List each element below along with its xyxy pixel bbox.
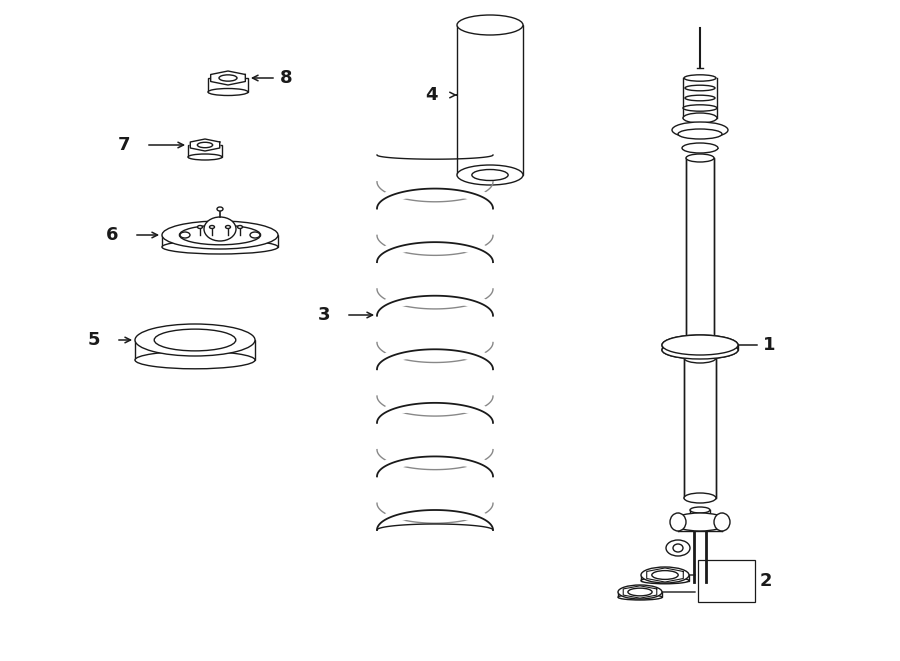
Polygon shape — [188, 145, 222, 157]
Ellipse shape — [238, 225, 242, 229]
Polygon shape — [162, 235, 278, 247]
Ellipse shape — [662, 341, 738, 359]
Ellipse shape — [672, 122, 728, 138]
Polygon shape — [686, 158, 714, 340]
Text: 5: 5 — [87, 331, 100, 349]
Ellipse shape — [217, 207, 223, 211]
Ellipse shape — [628, 588, 652, 596]
Ellipse shape — [162, 240, 278, 254]
Ellipse shape — [208, 89, 248, 95]
Ellipse shape — [226, 225, 230, 229]
Ellipse shape — [188, 154, 222, 160]
Polygon shape — [190, 139, 220, 151]
Text: 7: 7 — [118, 136, 130, 154]
Text: 8: 8 — [280, 69, 292, 87]
Ellipse shape — [682, 143, 718, 153]
Ellipse shape — [135, 351, 255, 369]
Ellipse shape — [662, 335, 738, 355]
Text: 1: 1 — [763, 336, 776, 354]
Ellipse shape — [670, 513, 686, 531]
Ellipse shape — [179, 225, 261, 245]
Ellipse shape — [714, 513, 730, 531]
Ellipse shape — [683, 113, 717, 123]
Ellipse shape — [683, 105, 717, 111]
Ellipse shape — [618, 585, 662, 599]
Ellipse shape — [690, 515, 710, 521]
Ellipse shape — [662, 335, 738, 355]
Polygon shape — [457, 25, 523, 175]
Ellipse shape — [618, 594, 662, 600]
Ellipse shape — [684, 75, 716, 81]
Polygon shape — [678, 522, 722, 531]
Ellipse shape — [686, 336, 714, 344]
Ellipse shape — [197, 225, 202, 229]
Ellipse shape — [180, 232, 190, 238]
Ellipse shape — [673, 544, 683, 552]
Ellipse shape — [685, 85, 715, 91]
Ellipse shape — [662, 341, 738, 359]
Polygon shape — [641, 575, 689, 580]
Polygon shape — [698, 560, 755, 602]
Ellipse shape — [686, 154, 714, 162]
Polygon shape — [211, 71, 246, 85]
Ellipse shape — [135, 324, 255, 356]
Text: 6: 6 — [105, 226, 118, 244]
Ellipse shape — [219, 75, 237, 81]
Ellipse shape — [210, 225, 214, 229]
Ellipse shape — [684, 353, 716, 363]
Text: 4: 4 — [426, 86, 438, 104]
Polygon shape — [662, 345, 738, 350]
Text: 3: 3 — [318, 306, 330, 324]
Ellipse shape — [666, 540, 690, 556]
Ellipse shape — [472, 169, 508, 180]
Polygon shape — [684, 358, 716, 498]
Ellipse shape — [457, 165, 523, 185]
Ellipse shape — [162, 221, 278, 249]
Ellipse shape — [684, 493, 716, 503]
Ellipse shape — [678, 129, 722, 139]
Ellipse shape — [154, 329, 236, 351]
Ellipse shape — [641, 578, 689, 584]
Ellipse shape — [685, 95, 715, 100]
Ellipse shape — [250, 232, 260, 238]
Ellipse shape — [690, 507, 710, 513]
Ellipse shape — [197, 142, 212, 147]
Polygon shape — [618, 592, 662, 597]
Polygon shape — [135, 340, 255, 360]
Ellipse shape — [457, 15, 523, 35]
Ellipse shape — [672, 513, 728, 531]
Ellipse shape — [652, 570, 679, 580]
Polygon shape — [208, 78, 248, 92]
Ellipse shape — [204, 217, 236, 241]
Ellipse shape — [641, 567, 689, 583]
Text: 2: 2 — [760, 572, 772, 590]
